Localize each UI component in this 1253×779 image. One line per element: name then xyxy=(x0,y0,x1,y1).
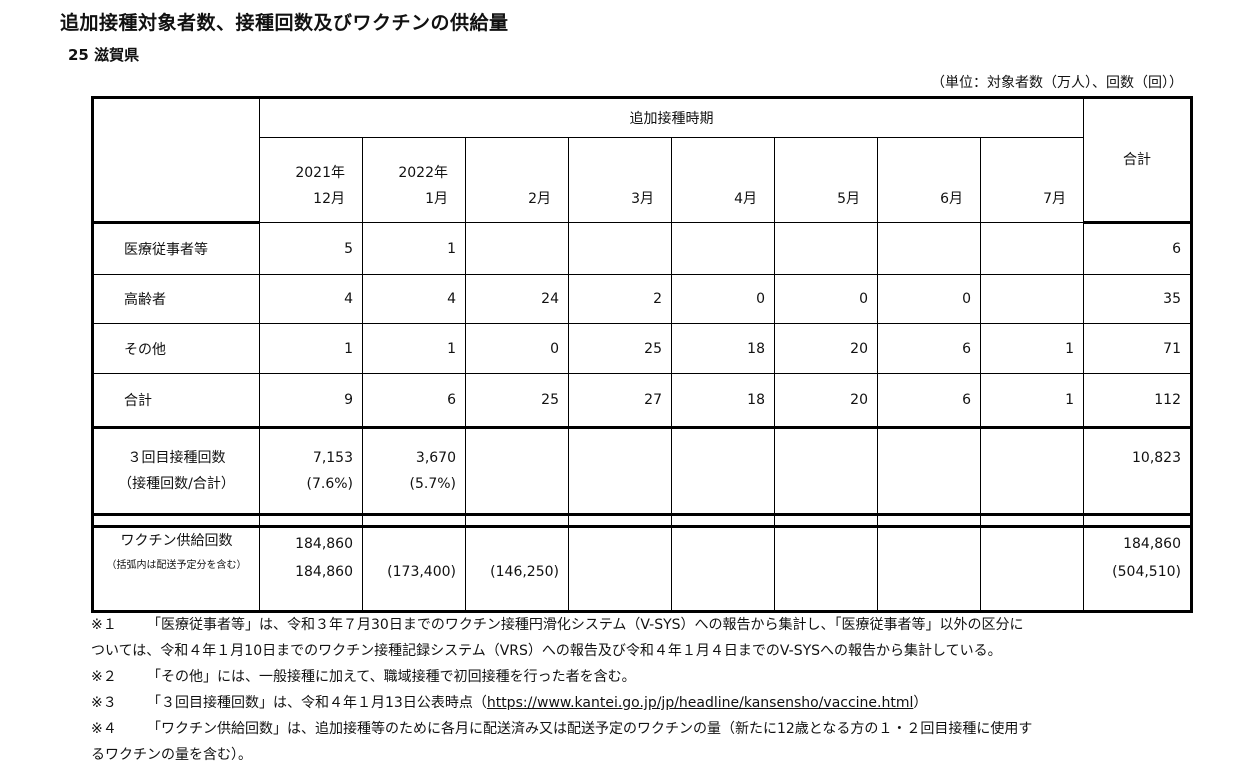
empty-cell xyxy=(877,427,981,527)
value-cell xyxy=(465,222,569,275)
total-header: 合計 xyxy=(1083,97,1192,224)
page-title: 追加接種対象者数、接種回数及びワクチンの供給量 xyxy=(60,12,509,34)
value-cell: 25 xyxy=(465,373,569,428)
total-cell: 112 xyxy=(1083,373,1192,428)
value-cell: 6 xyxy=(362,373,466,428)
footnote-3: ※３ 「３回目接種回数」は、令和４年１月13日公表時点（https://www.k… xyxy=(91,695,928,711)
value-cell xyxy=(774,222,878,275)
target-population-table: 追加接種時期 合計 2021年 12月 2022年 1月 2月 3月 4月 5月 6… xyxy=(91,96,1193,429)
value-cell: 3,670 (5.7%) xyxy=(362,427,466,527)
empty-cell xyxy=(877,514,981,612)
table-row: ワクチン供給回数 （括弧内は配送予定分を含む） 184,860 184,860 (1… xyxy=(92,514,1192,612)
value-cell: 6 xyxy=(877,373,981,428)
value-cell: 4 xyxy=(362,274,466,324)
total-cell: 10,823 xyxy=(1083,427,1192,527)
table-row: ３回目接種回数 （接種回数/合計） 7,153 (7.6%) 3,670 (5.7%)… xyxy=(92,427,1192,527)
month-header: 2021年 12月 xyxy=(259,137,363,223)
prefecture-label: 25 滋賀県 xyxy=(68,46,140,64)
month-header: 2月 xyxy=(465,137,569,223)
unit-note: （単位：対象者数（万人）、回数（回）） xyxy=(931,75,1183,91)
value-cell xyxy=(980,274,1084,324)
table-row: 高齢者 4 4 24 2 0 0 0 35 xyxy=(92,274,1192,324)
value-cell: 0 xyxy=(465,323,569,374)
footnote-1: ※１ 「医療従事者等」は、令和３年７月30日までのワクチン接種円滑化システム（V-… xyxy=(91,617,1024,633)
value-cell: 27 xyxy=(568,373,672,428)
value-cell: 24 xyxy=(465,274,569,324)
value-cell: 20 xyxy=(774,323,878,374)
value-cell: 0 xyxy=(877,274,981,324)
row-label: 医療従事者等 xyxy=(92,222,260,275)
empty-cell xyxy=(465,427,569,527)
empty-cell xyxy=(774,514,878,612)
value-cell: 1 xyxy=(259,323,363,374)
total-cell: 6 xyxy=(1083,222,1192,275)
total-cell: 35 xyxy=(1083,274,1192,324)
row-label: 合計 xyxy=(92,373,260,428)
third-dose-table: ３回目接種回数 （接種回数/合計） 7,153 (7.6%) 3,670 (5.7%)… xyxy=(91,426,1193,528)
third-dose-label: ３回目接種回数 （接種回数/合計） xyxy=(92,427,260,527)
empty-cell xyxy=(980,427,1084,527)
value-cell: 7,153 (7.6%) xyxy=(259,427,363,527)
supply-label: ワクチン供給回数 （括弧内は配送予定分を含む） xyxy=(92,514,260,612)
month-header: 6月 xyxy=(877,137,981,223)
row-label: その他 xyxy=(92,323,260,374)
row-label: 高齢者 xyxy=(92,274,260,324)
value-cell: 20 xyxy=(774,373,878,428)
value-cell: 5 xyxy=(259,222,363,275)
footnote-2: ※２ 「その他」には、一般接種に加えて、職域接種で初回接種を行った者を含む。 xyxy=(91,669,636,685)
empty-cell xyxy=(671,427,775,527)
value-cell: 0 xyxy=(671,274,775,324)
value-cell: 18 xyxy=(671,323,775,374)
value-cell: 1 xyxy=(362,222,466,275)
period-header: 追加接種時期 xyxy=(259,97,1084,138)
value-cell: 1 xyxy=(362,323,466,374)
value-cell: 0 xyxy=(774,274,878,324)
empty-cell xyxy=(774,427,878,527)
corner-cell xyxy=(92,97,260,224)
value-cell: 1 xyxy=(980,373,1084,428)
empty-cell xyxy=(568,514,672,612)
footnote-4-cont: るワクチンの量を含む）。 xyxy=(91,747,252,763)
table-row: その他 1 1 0 25 18 20 6 1 71 xyxy=(92,323,1192,374)
total-cell: 184,860 (504,510) xyxy=(1083,514,1192,612)
empty-cell xyxy=(671,514,775,612)
empty-cell xyxy=(568,427,672,527)
empty-cell xyxy=(980,514,1084,612)
month-header: 3月 xyxy=(568,137,672,223)
kantei-link[interactable]: https://www.kantei.go.jp/jp/headline/kan… xyxy=(486,695,914,711)
value-cell xyxy=(568,222,672,275)
vaccine-supply-table: ワクチン供給回数 （括弧内は配送予定分を含む） 184,860 184,860 (1… xyxy=(91,513,1193,613)
value-cell: 2 xyxy=(568,274,672,324)
table-row: 合計 9 6 25 27 18 20 6 1 112 xyxy=(92,373,1192,428)
footnote-4: ※４ 「ワクチン供給回数」は、追加接種等のために各月に配送済み又は配送予定のワクチ… xyxy=(91,721,1033,737)
value-cell: 6 xyxy=(877,323,981,374)
month-header: 2022年 1月 xyxy=(362,137,466,223)
value-cell: 184,860 184,860 xyxy=(259,514,363,612)
value-cell xyxy=(877,222,981,275)
value-cell: (173,400) xyxy=(362,514,466,612)
footnotes: ※１ 「医療従事者等」は、令和３年７月30日までのワクチン接種円滑化システム（V-… xyxy=(91,612,1201,768)
value-cell: 1 xyxy=(980,323,1084,374)
month-header: 7月 xyxy=(980,137,1084,223)
value-cell: (146,250) xyxy=(465,514,569,612)
value-cell: 4 xyxy=(259,274,363,324)
total-cell: 71 xyxy=(1083,323,1192,374)
footnote-1-cont: ついては、令和４年１月10日までのワクチン接種記録システム（VRS）への報告及び… xyxy=(91,643,1002,659)
value-cell: 9 xyxy=(259,373,363,428)
month-header: 4月 xyxy=(671,137,775,223)
value-cell: 18 xyxy=(671,373,775,428)
value-cell xyxy=(671,222,775,275)
table-row: 医療従事者等 5 1 6 xyxy=(92,222,1192,275)
value-cell: 25 xyxy=(568,323,672,374)
value-cell xyxy=(980,222,1084,275)
month-header: 5月 xyxy=(774,137,878,223)
